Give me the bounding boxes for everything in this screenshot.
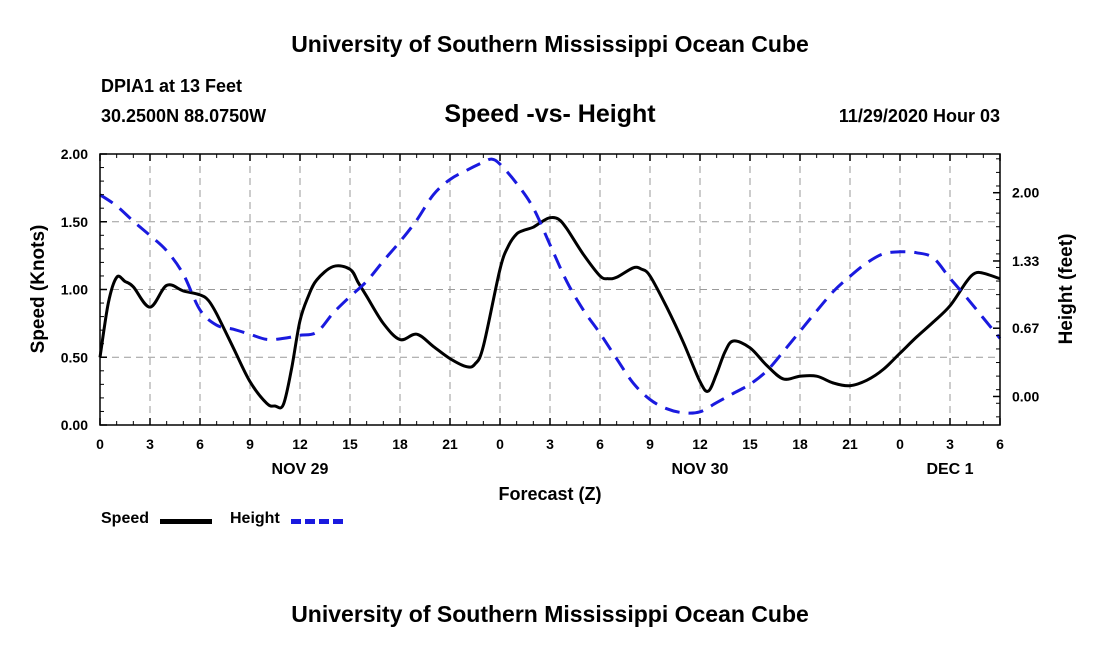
x-tick-label: 0 — [496, 436, 504, 452]
top-title: University of Southern Mississippi Ocean… — [291, 31, 809, 57]
y-axis-title: Speed (Knots) — [28, 225, 49, 354]
x-tick-label: 0 — [96, 436, 104, 452]
x-tick-label: 18 — [792, 436, 808, 452]
y-tick-label: 1.50 — [61, 214, 88, 230]
x-tick-label: 9 — [246, 436, 254, 452]
y-tick-label: 0.00 — [61, 417, 88, 433]
x-tick-label: 6 — [996, 436, 1004, 452]
x-tick-label: 3 — [546, 436, 554, 452]
legend-speed-swatch — [160, 519, 212, 524]
x-tick-label: 21 — [442, 436, 458, 452]
y-tick-label: 1.00 — [61, 282, 88, 298]
y2-tick-label: 2.00 — [1012, 185, 1039, 201]
x-tick-label: 15 — [742, 436, 758, 452]
y-tick-label: 2.00 — [61, 146, 88, 162]
x-tick-label: 9 — [646, 436, 654, 452]
x-axis-title: Forecast (Z) — [498, 484, 601, 504]
x-tick-label: 6 — [596, 436, 604, 452]
x-tick-label: 12 — [692, 436, 708, 452]
date-label: DEC 1 — [926, 461, 973, 478]
station-label: DPIA1 at 13 Feet — [101, 76, 243, 96]
x-tick-label: 0 — [896, 436, 904, 452]
x-tick-label: 3 — [946, 436, 954, 452]
date-label: NOV 29 — [272, 461, 329, 478]
x-tick-label: 21 — [842, 436, 858, 452]
bottom-title: University of Southern Mississippi Ocean… — [291, 601, 809, 627]
legend-speed-label: Speed — [101, 510, 150, 527]
speed-series-line — [98, 215, 1001, 410]
grid-layer — [100, 154, 1000, 425]
legend-height-label: Height — [230, 510, 280, 527]
forecast-datetime: 11/29/2020 Hour 03 — [838, 106, 1000, 126]
y-tick-label: 0.50 — [61, 349, 88, 365]
y2-tick-label: 0.00 — [1012, 388, 1039, 404]
x-tick-label: 3 — [146, 436, 154, 452]
x-tick-label: 18 — [392, 436, 408, 452]
date-label: NOV 30 — [672, 461, 729, 478]
y2-tick-label: 1.33 — [1012, 253, 1039, 269]
coordinates-label: 30.2500N 88.0750W — [101, 106, 267, 126]
x-tick-label: 6 — [196, 436, 204, 452]
x-tick-label: 15 — [342, 436, 358, 452]
chart-title: Speed -vs- Height — [444, 100, 656, 128]
legend-height-swatch — [291, 519, 343, 524]
y2-axis-title: Height (feet) — [1056, 234, 1077, 345]
x-tick-label: 12 — [292, 436, 308, 452]
series-layer — [98, 157, 1002, 415]
y2-tick-label: 0.67 — [1012, 320, 1039, 336]
axis-layer: 0 3 6 9 12 15 18 21 0 3 6 9 12 15 18 21 0 3 6 0.00 0.50 1.00 1… — [61, 146, 1040, 478]
